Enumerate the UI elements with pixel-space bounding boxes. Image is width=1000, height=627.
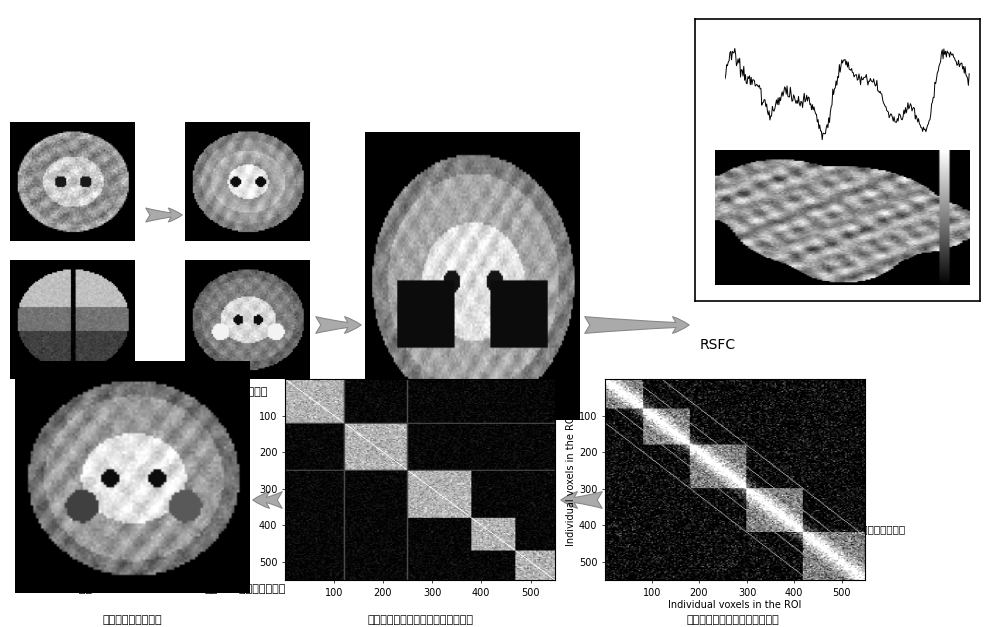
Text: 仁核脑区配准至MNI空间，确定单个被试杏仁核: 仁核脑区配准至MNI空间，确定单个被试杏仁核 xyxy=(404,511,542,521)
Text: 提取ROI时间序列并计算与其他脑区的功能连接: 提取ROI时间序列并计算与其他脑区的功能连接 xyxy=(768,524,906,534)
Text: 原始静态数据: 原始静态数据 xyxy=(55,387,95,397)
Text: Time-: Time- xyxy=(700,183,735,196)
Y-axis label: Individual voxels in the ROI: Individual voxels in the ROI xyxy=(566,413,576,546)
X-axis label: Individual voxels in the ROI: Individual voxels in the ROI xyxy=(668,601,802,611)
Text: 提取AAL模板杏仁核脑区: 提取AAL模板杏仁核脑区 xyxy=(204,583,286,593)
Text: AAL模板: AAL模板 xyxy=(58,583,92,593)
Text: 杏仁核最终分割结果: 杏仁核最终分割结果 xyxy=(102,615,162,625)
Text: RSFC: RSFC xyxy=(700,338,736,352)
Text: 运用谱聚类对各矩阵行向量进行聚类: 运用谱聚类对各矩阵行向量进行聚类 xyxy=(367,615,473,625)
Text: 预处理后的图像: 预处理后的图像 xyxy=(222,387,268,397)
Text: Courses: Courses xyxy=(700,198,750,211)
Text: 将预处理后的静态图像和AAL模板中提取的杏: 将预处理后的静态图像和AAL模板中提取的杏 xyxy=(407,497,539,507)
Text: 计算杏仁核体素间相关系数矩阵: 计算杏仁核体素间相关系数矩阵 xyxy=(687,615,779,625)
